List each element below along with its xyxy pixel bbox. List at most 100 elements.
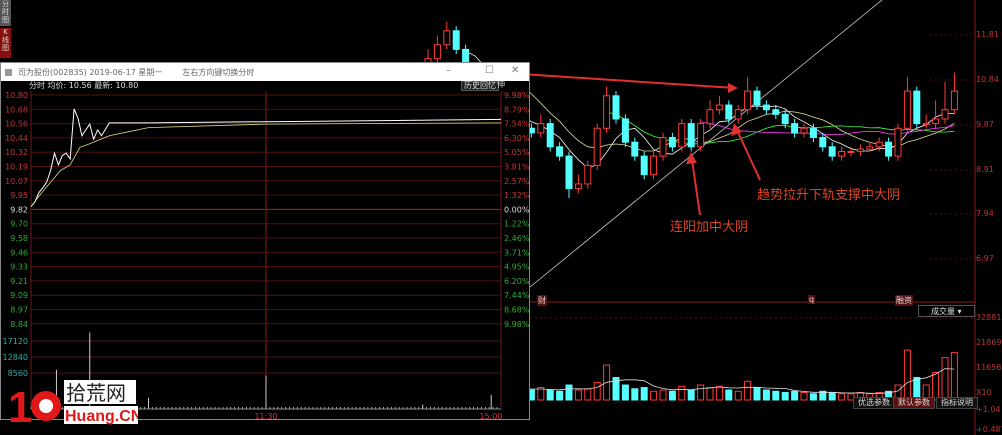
candle — [885, 141, 893, 157]
timeshare-chart: 10.80 9.98% 10.68 8.79% 10.56 7.54% 10.44 6.30%… — [3, 91, 530, 421]
pin-button[interactable]: 伸 — [497, 80, 505, 89]
price-line — [30, 108, 502, 207]
candle — [894, 127, 902, 157]
price-label: 10.32 — [5, 148, 28, 157]
volume-bar — [537, 387, 545, 401]
price-label: 9.58 — [10, 234, 28, 243]
percent-label: 3.71% — [504, 248, 530, 257]
watermark-logo: 1 拾荒网 Huang.CN — [8, 378, 142, 432]
volume-axis-label: 11656 — [976, 363, 1002, 372]
price-label: 9.09 — [10, 291, 28, 300]
tab-timeshare[interactable]: 分时图 — [0, 0, 11, 26]
candle — [847, 150, 855, 153]
candle — [603, 95, 611, 129]
optimal-params-button[interactable]: 优选参数 — [853, 397, 895, 409]
minimize-icon[interactable]: – — [446, 65, 451, 76]
volume-bar — [932, 372, 940, 401]
volume-bar — [734, 390, 742, 401]
percent-label: 3.81% — [504, 163, 530, 172]
volume-bar — [687, 389, 695, 401]
volume-bar — [584, 388, 592, 401]
price-label: 9.21 — [10, 277, 28, 286]
volume-bar — [819, 390, 827, 401]
tab-kline[interactable]: K线图 — [0, 28, 11, 58]
info-bar: 分时 均价: 10.56 最新: 10.80 历史回忆 伸 — [1, 81, 529, 91]
volume-bar — [847, 393, 855, 401]
price-axis-label: 7.94 — [976, 209, 994, 218]
svg-text:拾荒网: 拾荒网 — [66, 381, 126, 405]
marker-finance[interactable]: 财 — [537, 295, 547, 306]
indicator-help-button[interactable]: 指标说明 — [936, 397, 978, 409]
candle — [621, 118, 629, 143]
volume-bar — [621, 384, 629, 401]
candle — [452, 30, 460, 50]
percent-label: 7.44% — [504, 291, 530, 300]
percent-label: 9.98% — [504, 320, 530, 329]
volume-bar — [744, 380, 752, 401]
volume-bar — [762, 389, 770, 401]
default-params-button[interactable]: 默认参数 — [893, 397, 935, 409]
close-icon[interactable]: ✕ — [511, 65, 520, 76]
annotation-text: 连阳加中大阴 — [670, 220, 749, 235]
candle — [659, 137, 667, 157]
chevron-down-icon: ▾ — [957, 307, 962, 316]
candle — [565, 155, 573, 190]
volume-bar — [556, 390, 564, 401]
window-titlebar[interactable]: 司为股份(002835) 2019-06-17 星期一 左右方向键切换分时 – … — [1, 63, 529, 81]
volume-label: 8560 — [8, 369, 28, 378]
candle — [697, 123, 705, 148]
candle — [678, 123, 686, 148]
indicator-select-value: 成交量 — [931, 307, 955, 316]
candle — [612, 95, 620, 120]
lower-axis-label: +0.487 — [976, 425, 1002, 434]
indicator-select[interactable]: 成交量 ▾ — [918, 305, 975, 317]
volume-axis-label: 32881 — [976, 313, 1002, 322]
price-label: 10.56 — [5, 120, 28, 129]
candle — [650, 155, 658, 176]
volume-bar — [725, 389, 733, 401]
price-label: 10.07 — [5, 177, 28, 186]
candle — [809, 127, 817, 139]
window-title: 司为股份(002835) 2019-06-17 星期一 — [18, 67, 163, 77]
candle — [819, 137, 827, 148]
percent-label: 9.98% — [504, 91, 530, 100]
annotation-text: 趋势拉升下轨支撑中大阴 — [757, 188, 901, 203]
candle — [734, 109, 742, 120]
price-axis-label: 8.91 — [976, 165, 994, 174]
percent-label: 6.30% — [504, 134, 530, 143]
price-info: 分时 均价: 10.56 最新: 10.80 — [29, 81, 139, 90]
candle — [762, 104, 770, 111]
price-label: 9.70 — [10, 220, 28, 229]
candle — [433, 44, 441, 60]
arrow-head — [728, 83, 738, 93]
candle — [838, 150, 846, 157]
price-axis-label: 6.97 — [976, 254, 994, 263]
percent-label: 5.05% — [504, 148, 530, 157]
volume-bar — [659, 389, 667, 401]
volume-bar — [697, 384, 705, 401]
history-button[interactable]: 历史回忆 — [461, 81, 499, 91]
candle — [584, 164, 592, 185]
arrow-head — [686, 152, 697, 164]
candle — [875, 141, 883, 148]
marker-margin[interactable]: 融资 — [895, 295, 913, 306]
candle — [950, 90, 958, 111]
time-label: 15:00 — [479, 412, 502, 421]
candle — [800, 127, 808, 134]
candle — [546, 123, 554, 148]
window-icon — [5, 68, 12, 76]
volume-bar — [640, 387, 648, 401]
volume-bar — [772, 390, 780, 401]
percent-label: 1.32% — [504, 191, 530, 200]
volume-bar — [753, 387, 761, 401]
candle — [574, 183, 582, 190]
marker-q[interactable]: q — [808, 295, 816, 304]
volume-label: 12840 — [3, 353, 28, 362]
volume-axis-label: X10 — [976, 388, 992, 397]
candle — [687, 123, 695, 148]
window-hint: 左右方向键切换分时 — [182, 67, 255, 77]
candle — [781, 113, 789, 125]
candle — [791, 123, 799, 134]
maximize-icon[interactable]: ☐ — [485, 65, 494, 76]
volume-bar — [950, 352, 958, 401]
